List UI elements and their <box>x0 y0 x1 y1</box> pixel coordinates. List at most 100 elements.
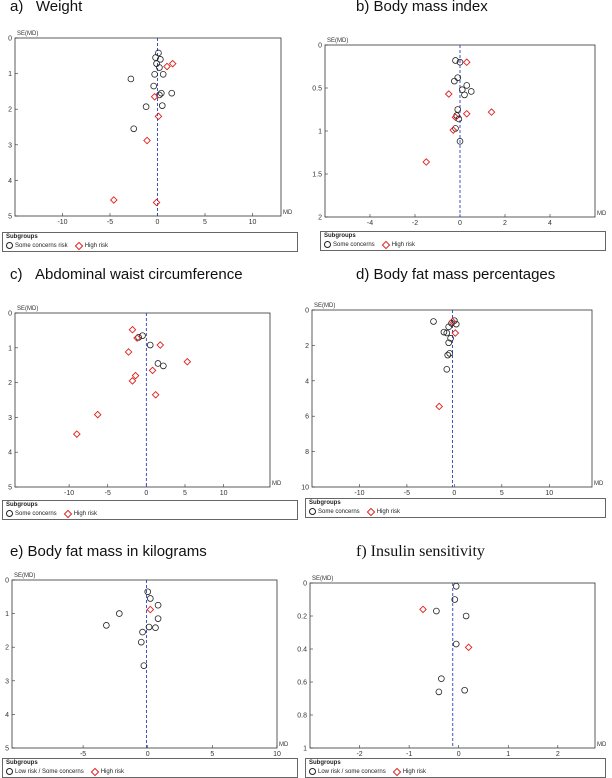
panel-d-point-circle <box>443 329 451 337</box>
panel-b-ytick-label: 0.5 <box>312 86 322 93</box>
panel-b-point-circle <box>452 57 459 64</box>
panel-c-point-diamond <box>156 341 165 349</box>
panel-a-point-diamond <box>163 62 171 71</box>
panel-b-xtick-label: -4 <box>367 220 373 227</box>
panel-d-point-circle <box>445 339 452 347</box>
panel-c-point-diamond <box>72 430 81 438</box>
panel-d-point-diamond <box>435 402 444 411</box>
panel-b-point-diamond <box>451 113 460 122</box>
panel-b-ytick-label: 1.5 <box>312 172 322 179</box>
panel-c-point-diamond <box>151 390 160 399</box>
panel-e-xlabel: MD <box>279 742 289 748</box>
panel-e-ytick-label: 5 <box>5 746 9 753</box>
panel-b-legend-title: Subgroups <box>324 233 356 239</box>
panel-e-legend-series-b: High risk <box>100 768 125 775</box>
panel-e-ytick-label: 0 <box>5 578 9 585</box>
panel-d-legend-series-a: Some concerns <box>318 508 360 515</box>
panel-e-legend-series-a: Low risk / Some concerns <box>15 768 84 775</box>
panel-a-xtick-label: 0 <box>156 219 160 226</box>
panel-d-title: d) Body fat mass percentages <box>356 266 556 283</box>
panel-f-xtick-label: 2 <box>556 751 560 758</box>
panel-b-title: b) Body mass index <box>356 0 488 15</box>
panel-d-point-circle <box>446 350 453 357</box>
panel-b-ylabel: SE(MD) <box>327 38 348 44</box>
panel-f-title: f) Insulin sensitivity <box>356 543 485 560</box>
panel-b-point-circle <box>461 91 468 99</box>
panel-d-point-circle <box>444 351 452 359</box>
panel-e-point-circle <box>147 595 154 602</box>
panel-e-point-circle <box>152 624 159 632</box>
panel-c-point-diamond <box>128 325 137 334</box>
panel-c-legend: Subgroups Some concerns High risk <box>2 500 298 520</box>
panel-a-point-circle <box>157 56 164 63</box>
panel-e-frame <box>11 579 278 749</box>
panel-a-point-diamond <box>109 196 118 204</box>
panel-f-ytick-label: 0.4 <box>297 647 307 654</box>
panel-a-plot: 0 1 2 3 4 5 -10 -5 0 5 10 SE(MD) MD <box>8 31 293 226</box>
panel-d-point-circle <box>440 328 448 336</box>
panel-b-point-diamond <box>462 58 471 67</box>
panel-d-xtick-label: -5 <box>404 490 410 497</box>
panel-c-xlabel: MD <box>272 481 282 487</box>
panel-f-point-circle <box>452 582 460 590</box>
diamond-marker-icon <box>381 240 390 249</box>
panel-a-point-circle <box>158 89 165 97</box>
panel-d-point-diamond <box>451 329 460 337</box>
diamond-marker-icon <box>366 507 375 516</box>
panel-e-ytick-label: 4 <box>5 712 9 719</box>
panel-c-point-diamond <box>133 334 141 342</box>
panel-f-point-circle <box>461 686 468 694</box>
panel-e-legend: Subgroups Low risk / Some concerns High r… <box>2 758 298 778</box>
panel-c-legend-title: Subgroups <box>6 502 38 508</box>
panel-b-xtick-label: -2 <box>412 220 418 227</box>
panel-a-ylabel: SE(MD) <box>17 31 38 37</box>
panel-b-ytick-label: 2 <box>318 215 322 222</box>
panel-f-xtick-label: -1 <box>406 751 412 758</box>
panel-a-point-circle <box>155 49 162 57</box>
panel-c-ylabel: SE(MD) <box>17 306 38 312</box>
panel-f-point-circle <box>435 688 443 696</box>
panel-c-plot: 0 1 2 3 4 5 -10 -5 0 5 10 SE(MD) MD <box>8 306 282 497</box>
panel-f-legend: Subgroups Low risk / some concerns High r… <box>305 758 606 778</box>
panel-b-ytick-label: 0 <box>318 43 322 50</box>
panel-a-point-diamond <box>152 198 161 207</box>
panel-a-legend-series-a: Some concerns risk <box>15 242 68 249</box>
panel-b-point-circle <box>456 58 464 66</box>
panel-b-plot: 0 0.5 1 1.5 2 -4 -2 0 2 4 SE(MD) MD <box>312 38 607 227</box>
panel-e-xtick-label: 10 <box>273 751 281 758</box>
panel-e-xtick-label: -5 <box>80 751 86 758</box>
panel-c-ytick-label: 1 <box>8 345 12 352</box>
panel-b-point-diamond <box>449 126 458 134</box>
panel-c-ytick-label: 2 <box>8 380 12 387</box>
panel-e-ytick-label: 2 <box>5 645 9 652</box>
panel-f-xlabel: MD <box>597 742 607 748</box>
panel-e-point-circle <box>139 628 146 636</box>
panel-a-legend-series-b: High risk <box>84 242 109 249</box>
panel-e-point-circle <box>154 601 162 609</box>
panel-a-xtick-label: -5 <box>107 219 113 226</box>
panel-d-point-circle <box>445 323 452 331</box>
panel-e-point-circle <box>103 622 110 629</box>
panel-f-ytick-label: 0.2 <box>297 614 307 621</box>
panel-d-point-circle <box>443 365 451 373</box>
panel-d-ytick-label: 6 <box>305 414 309 421</box>
panel-a-ytick-label: 0 <box>8 36 12 43</box>
panel-c-legend-series-a: Some concerns <box>15 510 57 517</box>
panel-f-point-circle <box>438 675 445 682</box>
panel-a-xtick-label: 5 <box>203 219 207 226</box>
panel-e-ytick-label: 1 <box>5 611 9 618</box>
panel-a-point-diamond <box>154 112 163 121</box>
panel-e-point-circle <box>145 623 153 631</box>
panel-b-xtick-label: 4 <box>548 220 552 227</box>
panel-c-xtick-label: 10 <box>220 490 228 497</box>
panel-a-title: a) Weight <box>10 0 83 15</box>
panel-f-xtick-label: -2 <box>356 751 362 758</box>
panel-d-ytick-label: 2 <box>305 343 309 350</box>
panel-a-point-circle <box>159 71 167 78</box>
panel-a-ytick-label: 1 <box>8 71 12 78</box>
panel-c-point-diamond <box>148 366 157 375</box>
panel-c-point-diamond <box>128 377 137 385</box>
panel-c-ytick-label: 4 <box>8 450 12 457</box>
panel-f-point-circle <box>462 612 470 620</box>
panel-c-point-diamond <box>183 357 192 366</box>
